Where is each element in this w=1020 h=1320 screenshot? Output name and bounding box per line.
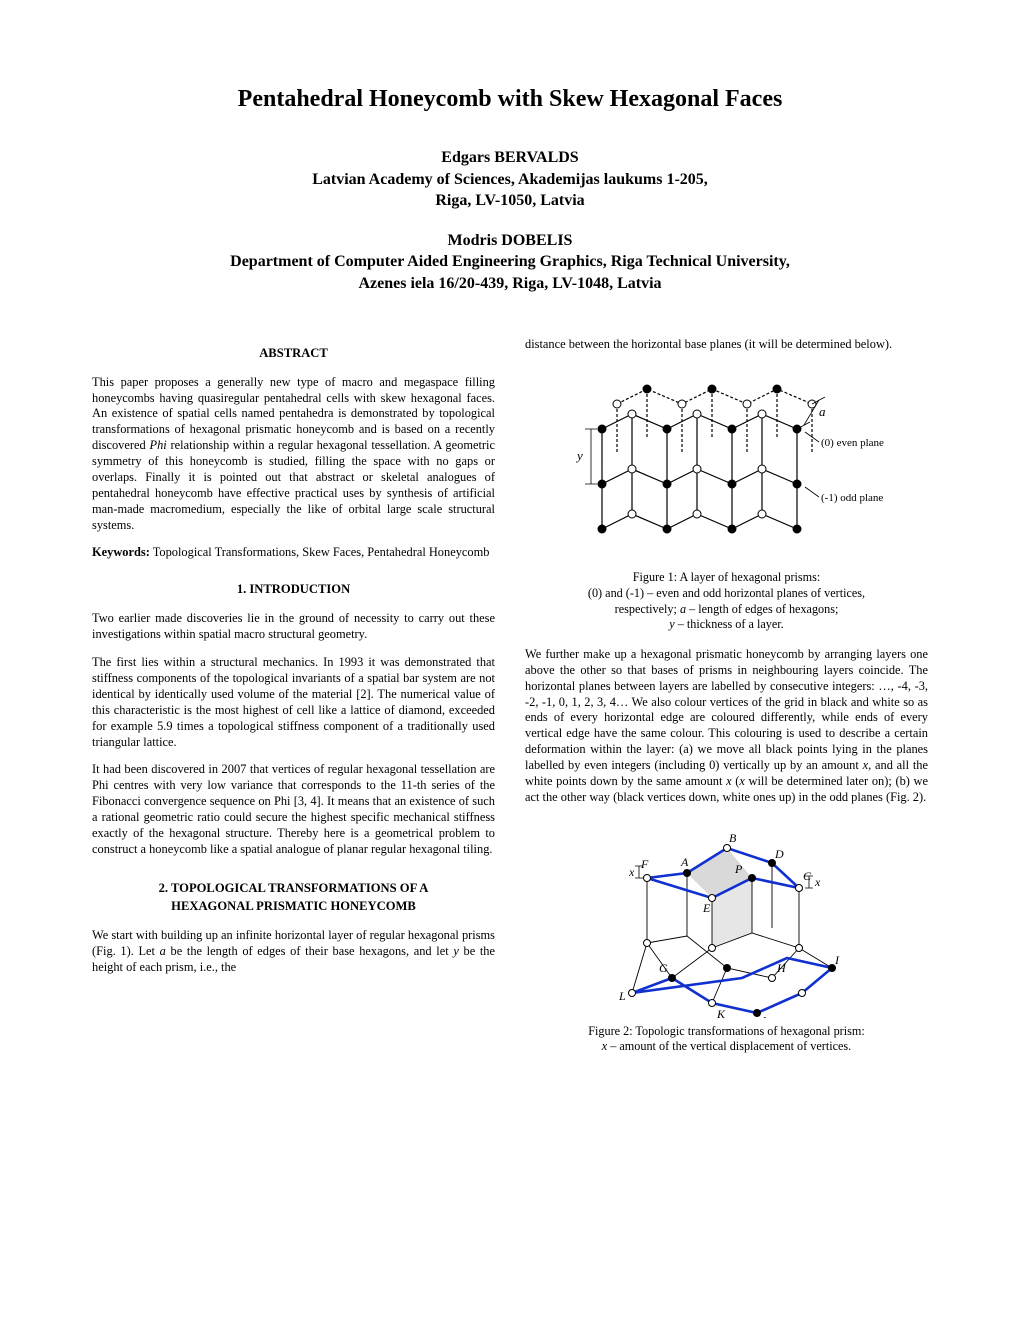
fig1-label-even: (0) even plane [821,437,884,449]
svg-text:H: H [776,961,787,975]
keywords-text: Topological Transformations, Skew Faces,… [150,545,490,559]
sec2-heading-l2: HEXAGONAL PRISMATIC HONEYCOMB [92,898,495,914]
author2-name: Modris DOBELIS [92,230,928,252]
intro-p1: Two earlier made discoveries lie in the … [92,611,495,643]
fig1-label-odd: (-1) odd plane [821,492,883,504]
figure-1-caption: Figure 1: A layer of hexagonal prisms: (… [525,570,928,632]
fig1-cap-l2: (0) and (-1) – even and odd horizontal p… [588,586,865,600]
svg-text:x: x [628,865,635,879]
svg-text:I: I [834,953,840,967]
svg-text:P: P [734,862,743,876]
fig1-cap-l3b: – length of edges of hexagons; [686,602,838,616]
fig1-cap-l3a: respectively; [615,602,680,616]
author1-name: Edgars BERVALDS [92,147,928,169]
author1-affil2: Riga, LV-1050, Latvia [92,190,928,212]
svg-text:D: D [774,847,784,861]
author-block-2: Modris DOBELIS Department of Computer Ai… [92,230,928,295]
fig1-label-y: y [575,448,583,463]
two-column-body: ABSTRACT This paper proposes a generally… [92,337,928,1055]
sec2-p1: We start with building up an infinite ho… [92,928,495,976]
svg-text:L: L [618,989,626,1003]
col2-p2-a: We further make up a hexagonal prismatic… [525,647,928,772]
page: Pentahedral Honeycomb with Skew Hexagona… [0,0,1020,1320]
right-column: distance between the horizontal base pla… [525,337,928,1055]
author2-affil2: Azenes iela 16/20-439, Riga, LV-1048, La… [92,273,928,295]
fig2-cap-l2b: – amount of the vertical displacement of… [607,1039,851,1053]
figure-1: a y (0) even plane (-1) odd plane [525,364,928,564]
svg-text:E: E [702,901,711,915]
sec2-p1-b: be the length of edges of their base hex… [166,944,453,958]
sec2-heading-l1: 2. TOPOLOGICAL TRANSFORMATIONS OF A [92,880,495,896]
svg-text:J: J [761,1015,767,1018]
svg-text:A: A [680,855,689,869]
col2-top: distance between the horizontal base pla… [525,337,928,353]
figure-2-caption: Figure 2: Topologic transformations of h… [525,1024,928,1055]
svg-text:K: K [716,1007,726,1018]
keywords-line: Keywords: Topological Transformations, S… [92,545,495,561]
fig1-cap-l4b: – thickness of a layer. [675,617,784,631]
svg-text:G: G [659,961,668,975]
author1-affil1: Latvian Academy of Sciences, Akademijas … [92,169,928,191]
figure-2-svg: x x F A B P D C E G H I J [577,818,877,1018]
fig2-cap-l1: Figure 2: Topologic transformations of h… [588,1024,864,1038]
svg-text:F: F [640,857,649,871]
intro-p3: It had been discovered in 2007 that vert… [92,762,495,857]
figure-2: x x F A B P D C E G H I J [525,818,928,1018]
author-block-1: Edgars BERVALDS Latvian Academy of Scien… [92,147,928,212]
abstract-text: This paper proposes a generally new type… [92,375,495,534]
intro-p2: The first lies within a structural mecha… [92,655,495,750]
left-column: ABSTRACT This paper proposes a generally… [92,337,495,1055]
figure-1-svg: a y (0) even plane (-1) odd plane [567,364,887,564]
abstract-heading: ABSTRACT [92,345,495,361]
svg-text:C: C [803,869,812,883]
author2-affil1: Department of Computer Aided Engineering… [92,251,928,273]
svg-text:B: B [729,831,737,845]
svg-text:x: x [814,875,821,889]
paper-title: Pentahedral Honeycomb with Skew Hexagona… [92,86,928,113]
keywords-label: Keywords: [92,545,150,559]
intro-heading: 1. INTRODUCTION [92,581,495,597]
fig1-cap-l1: Figure 1: A layer of hexagonal prisms: [633,570,821,584]
col2-p2: We further make up a hexagonal prismatic… [525,647,928,806]
fig1-label-a: a [819,404,826,419]
abstract-body: This paper proposes a generally new type… [92,375,495,532]
